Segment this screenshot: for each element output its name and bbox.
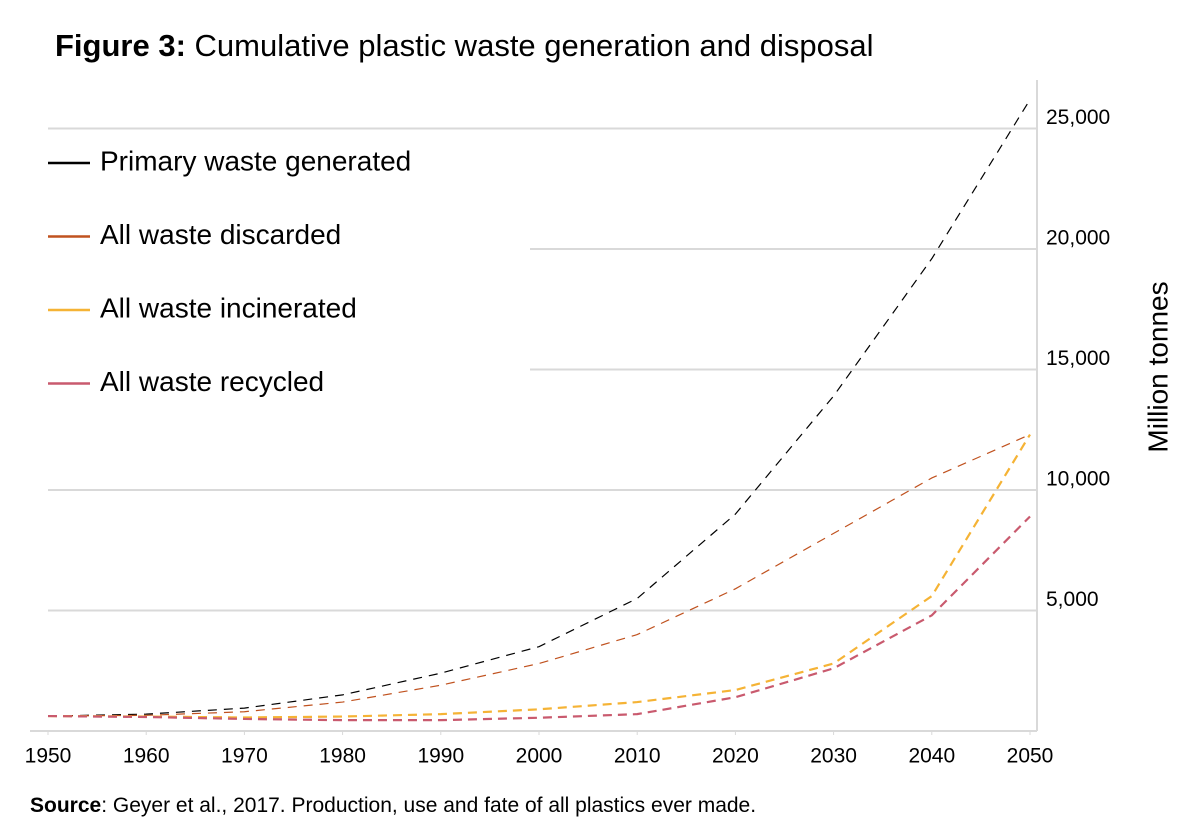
y-axis-title: Million tonnes <box>1142 281 1173 452</box>
y-tick-label: 20,000 <box>1046 227 1110 250</box>
series-line <box>47 434 1031 717</box>
source-text: : Geyer et al., 2017. Production, use an… <box>101 794 756 817</box>
series-line <box>47 433 1031 719</box>
x-tick-label: 2030 <box>810 745 857 768</box>
x-tick-label: 2000 <box>516 745 563 768</box>
y-tick-label: 5,000 <box>1046 588 1099 611</box>
x-tick-label: 2020 <box>712 745 759 768</box>
y-tick-label: 15,000 <box>1046 347 1110 370</box>
title-label: Figure 3: <box>55 28 186 63</box>
series-line <box>47 99 1031 717</box>
legend-label: All waste recycled <box>100 366 324 397</box>
x-tick-label: 1980 <box>319 745 366 768</box>
title-text: Cumulative plastic waste generation and … <box>195 28 874 63</box>
legend-background <box>40 140 530 410</box>
x-tick-label: 2010 <box>614 745 661 768</box>
chart-title: Figure 3: Cumulative plastic waste gener… <box>55 28 873 63</box>
x-tick-label: 2040 <box>908 745 955 768</box>
legend-label: Primary waste generated <box>100 145 411 176</box>
y-tick-label: 25,000 <box>1046 106 1110 129</box>
legend-label: All waste incinerated <box>100 292 357 323</box>
legend-label: All waste discarded <box>100 219 341 250</box>
x-tick-label: 2050 <box>1007 745 1054 768</box>
x-tick-label: 1970 <box>221 745 268 768</box>
source: Source: Geyer et al., 2017. Production, … <box>30 794 756 817</box>
y-tick-label: 10,000 <box>1046 468 1110 491</box>
x-tick-label: 1960 <box>123 745 170 768</box>
x-tick-label: 1990 <box>417 745 464 768</box>
source-label: Source <box>30 794 101 817</box>
series-line <box>47 515 1031 722</box>
x-tick-label: 1950 <box>25 745 72 768</box>
